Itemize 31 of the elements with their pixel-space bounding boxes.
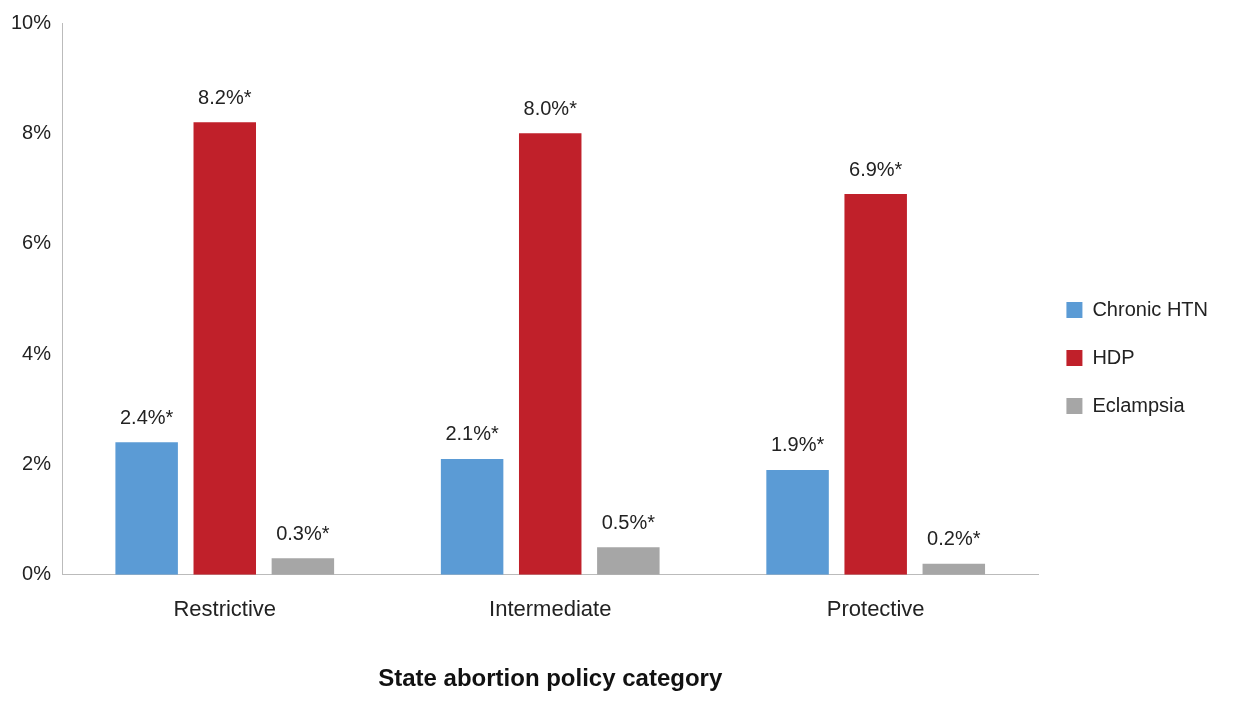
legend-label: Eclampsia	[1092, 393, 1186, 416]
bar	[115, 442, 178, 575]
y-tick-label: 4%	[22, 341, 52, 364]
y-tick-label: 8%	[22, 120, 52, 143]
x-tick-label: Intermediate	[489, 596, 612, 622]
y-tick-label: 6%	[22, 231, 52, 254]
bar	[518, 133, 582, 575]
data-label: 8.2%*	[198, 85, 252, 108]
data-label: 6.9%*	[849, 157, 903, 180]
bar	[271, 558, 335, 575]
x-axis-title: State abortion policy category	[378, 664, 723, 692]
x-tick-label: Protective	[826, 596, 925, 622]
legend-label: HDP	[1092, 345, 1135, 368]
bar	[922, 563, 986, 575]
bar	[844, 194, 907, 575]
data-label: 2.4%*	[119, 405, 174, 428]
data-label: 0.2%*	[927, 527, 981, 550]
data-label: 0.5%*	[601, 510, 656, 533]
bar	[597, 547, 660, 575]
data-label: 2.1%*	[445, 422, 500, 445]
x-tick-label: Restrictive	[173, 596, 277, 622]
data-label: 0.3%*	[276, 521, 330, 544]
bar	[766, 469, 829, 575]
bar	[440, 458, 504, 575]
legend-label: Chronic HTN	[1092, 297, 1208, 320]
y-tick-label: 2%	[22, 451, 52, 474]
data-label: 1.9%*	[770, 433, 825, 456]
bar	[193, 122, 257, 575]
y-tick-label: 10%	[11, 10, 52, 33]
data-label: 8.0%*	[523, 96, 578, 119]
y-tick-label: 0%	[22, 562, 52, 585]
